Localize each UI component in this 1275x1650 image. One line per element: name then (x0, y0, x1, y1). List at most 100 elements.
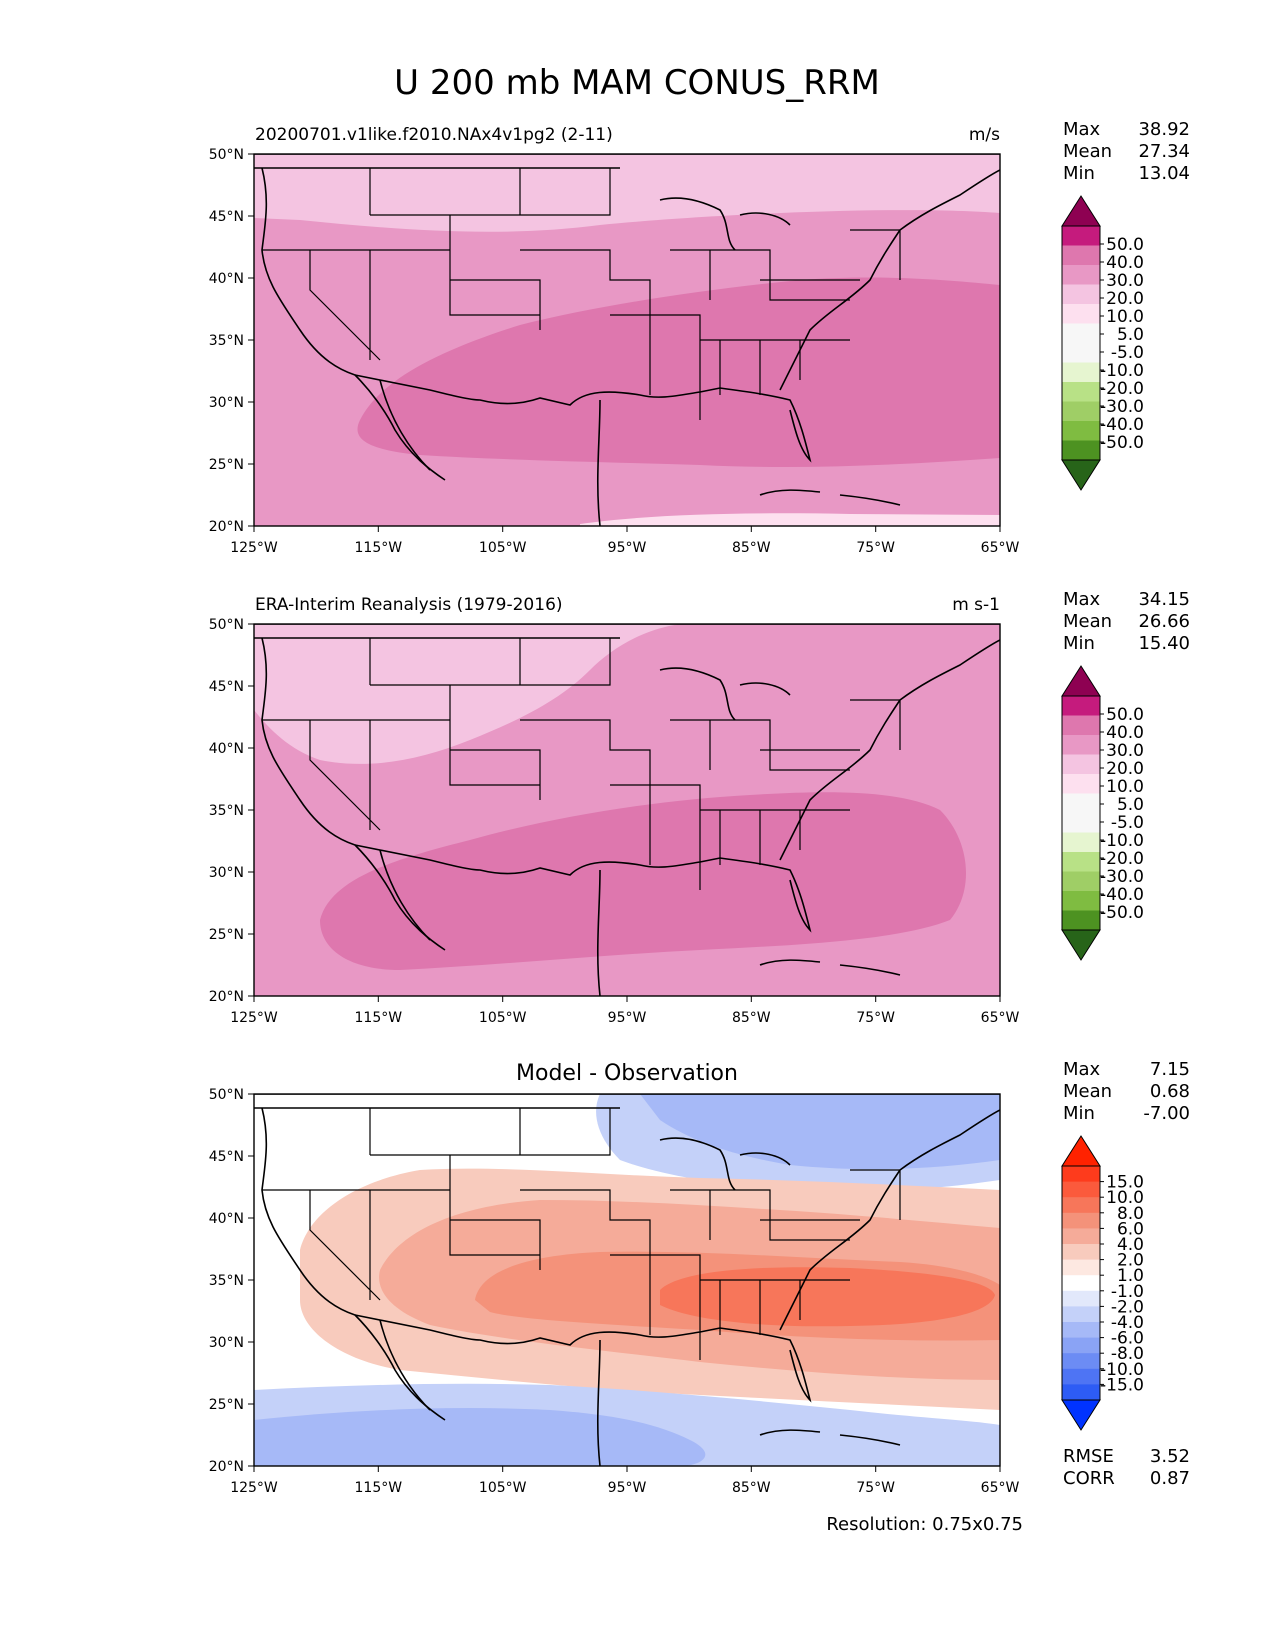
x-tick-label: 125°W (230, 1480, 278, 1496)
colorbar-level-label: 5.0 (1117, 795, 1144, 815)
panel-observation: ERA-Interim Reanalysis (1979-2016) m s-1… (209, 589, 1190, 1026)
x-tick-75w: 75°W (856, 1466, 895, 1496)
y-tick-label: 30°N (209, 865, 244, 881)
colorbar-segment (1062, 440, 1100, 461)
coastline-borders (254, 1094, 1000, 1466)
x-tick-115w: 115°W (355, 526, 402, 556)
stat-value: 34.15 (1138, 589, 1190, 610)
x-tick-75w: 75°W (856, 526, 895, 556)
x-tick-65w: 65°W (981, 996, 1019, 1026)
x-tick-label: 65°W (981, 540, 1020, 556)
y-tick-label: 35°N (209, 803, 244, 819)
y-tick-label: 40°N (209, 1211, 244, 1227)
colorbar-level-label: -8.0 (1111, 1344, 1144, 1364)
y-tick-label: 25°N (209, 457, 244, 473)
colorbar-segment (1062, 715, 1100, 736)
x-axis: 125°W 115°W 105°W 95°W 85°W 75°W 65°W (230, 996, 1019, 1026)
y-tick-label: 25°N (209, 927, 244, 943)
x-axis: 125°W 115°W 105°W 95°W 85°W 75°W 65°W (230, 1466, 1019, 1496)
y-tick-label: 35°N (209, 1273, 244, 1289)
y-tick-label: 40°N (209, 741, 244, 757)
colorbar-segment (1062, 1259, 1100, 1276)
y-tick-label: 35°N (209, 333, 244, 349)
colorbar-level-label: -1.0 (1111, 1282, 1144, 1302)
contour-field (254, 1094, 1000, 1466)
colorbar-segment (1062, 323, 1100, 344)
colorbar-segment (1062, 852, 1100, 872)
y-tick-20n: 20°N (209, 519, 254, 535)
stat-value: 27.34 (1138, 141, 1190, 162)
stat-label: Mean (1063, 611, 1112, 632)
colorbar-segment (1062, 245, 1100, 266)
colorbar-extend-min (1061, 929, 1101, 961)
contour-field (254, 154, 1000, 526)
contour-fill-5-10 (580, 513, 1000, 526)
panel-title: ERA-Interim Reanalysis (1979-2016) (255, 595, 563, 615)
colorbar-level-label: -5.0 (1111, 813, 1144, 833)
x-tick-105w: 105°W (479, 1466, 527, 1496)
y-tick-45n: 45°N (209, 209, 254, 225)
x-tick-125w: 125°W (230, 996, 278, 1026)
colorbar: 50.040.030.020.010.05.0-5.0-10.0-20.0-30… (1061, 195, 1144, 491)
colorbar-segment (1062, 1306, 1100, 1323)
colorbar-level-label: -40.0 (1100, 415, 1144, 435)
x-tick-125w: 125°W (230, 526, 278, 556)
colorbar-level-label: 20.0 (1106, 289, 1144, 309)
colorbar-level-label: -20.0 (1100, 849, 1144, 869)
figure-title: U 200 mb MAM CONUS_RRM (394, 63, 880, 103)
stat-value: 38.92 (1138, 119, 1190, 140)
x-tick-65w: 65°W (981, 526, 1020, 556)
coastline-borders (254, 624, 1000, 996)
colorbar-segment (1062, 226, 1100, 246)
stat-value: -7.00 (1143, 1103, 1190, 1124)
colorbar-segment (1062, 1166, 1100, 1183)
x-tick-label: 95°W (608, 540, 647, 556)
stat-label: Min (1063, 633, 1095, 654)
x-tick-75w: 75°W (856, 996, 895, 1026)
stat-label: Max (1063, 1059, 1101, 1080)
stat-value: 15.40 (1138, 633, 1190, 654)
y-tick-label: 30°N (209, 395, 244, 411)
colorbar-extend-min (1061, 1399, 1101, 1431)
y-tick-label: 30°N (209, 1335, 244, 1351)
colorbar-level-label: 5.0 (1117, 325, 1144, 345)
colorbar-level-label: 40.0 (1106, 253, 1144, 273)
panel-model: 20200701.v1like.f2010.NAx4v1pg2 (2-11) m… (209, 119, 1190, 556)
stat-label: Mean (1063, 141, 1112, 162)
colorbar-segment (1062, 1275, 1100, 1292)
contour-fill-10-20 (254, 624, 680, 764)
contour-fill-neg4-neg2-sw (254, 1408, 706, 1466)
colorbar: 15.010.08.06.04.02.01.0-1.0-2.0-4.0-6.0-… (1061, 1135, 1144, 1431)
stat-value: 26.66 (1138, 611, 1190, 632)
x-tick-95w: 95°W (608, 996, 646, 1026)
resolution-note: Resolution: 0.75x0.75 (826, 1514, 1023, 1535)
x-tick-label: 105°W (479, 1480, 527, 1496)
colorbar-segment (1062, 793, 1100, 814)
y-tick-30n: 30°N (209, 395, 254, 411)
colorbar-level-label: -6.0 (1111, 1329, 1144, 1349)
contour-fill-neg4-neg2-ne (640, 1094, 1000, 1170)
x-tick-115w: 115°W (355, 1466, 402, 1496)
x-tick-label: 75°W (856, 1010, 895, 1026)
contour-fill-10-20 (254, 154, 1000, 232)
colorbar-segment (1062, 1384, 1100, 1401)
x-tick-85w: 85°W (732, 1466, 771, 1496)
colorbar-level-label: 50.0 (1106, 705, 1144, 725)
x-tick-85w: 85°W (732, 526, 771, 556)
y-tick-20n: 20°N (209, 1459, 254, 1475)
colorbar-level-label: 8.0 (1117, 1204, 1144, 1224)
colorbar-segment (1062, 304, 1100, 324)
y-tick-20n: 20°N (209, 989, 254, 1005)
colorbar-segment (1062, 1337, 1100, 1354)
y-tick-label: 40°N (209, 271, 244, 287)
colorbar-segment (1062, 1181, 1100, 1198)
colorbar-segment (1062, 1228, 1100, 1245)
x-tick-95w: 95°W (608, 526, 647, 556)
y-tick-25n: 25°N (209, 927, 254, 943)
colorbar-level-label: 10.0 (1106, 777, 1144, 797)
colorbar-level-label: 1.0 (1117, 1266, 1144, 1286)
colorbar-segment (1062, 421, 1100, 441)
x-tick-85w: 85°W (732, 996, 771, 1026)
y-tick-50n: 50°N (209, 147, 254, 163)
colorbar-segment (1062, 696, 1100, 716)
